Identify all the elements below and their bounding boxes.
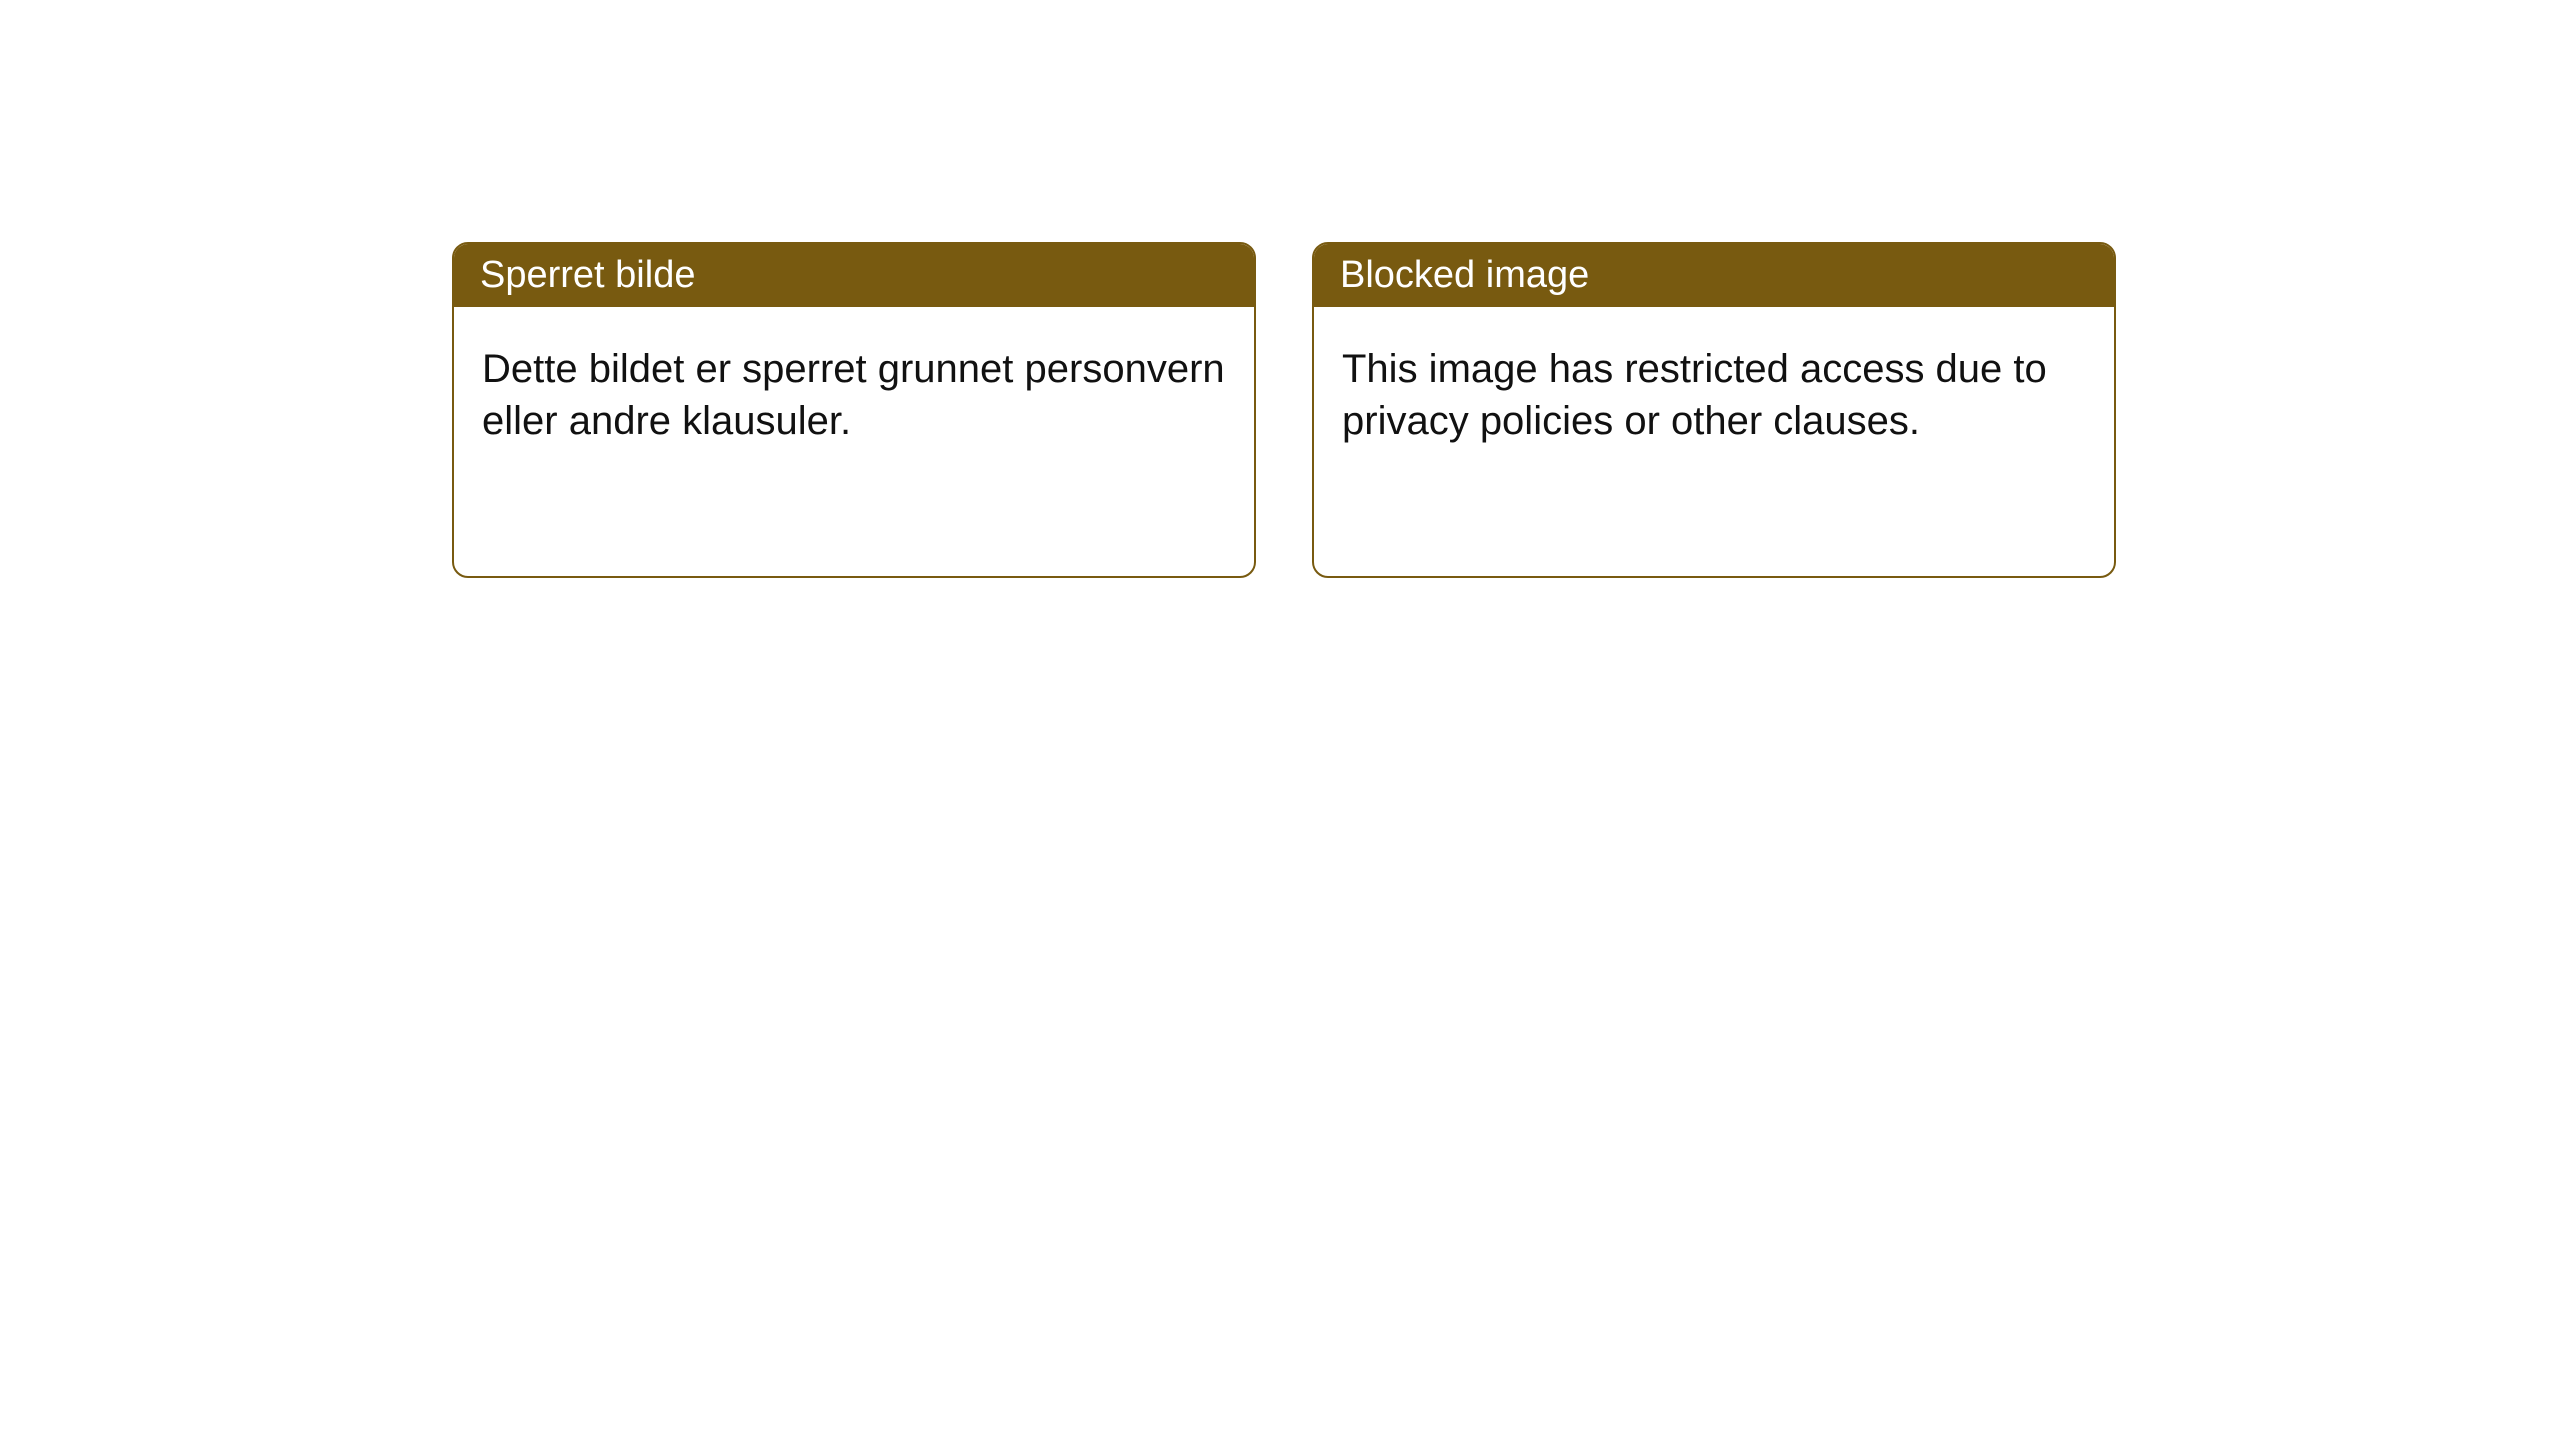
notice-body: Dette bildet er sperret grunnet personve… xyxy=(454,307,1254,483)
notice-header: Blocked image xyxy=(1314,244,2114,307)
notice-box-norwegian: Sperret bilde Dette bildet er sperret gr… xyxy=(452,242,1256,578)
notice-box-english: Blocked image This image has restricted … xyxy=(1312,242,2116,578)
notice-body: This image has restricted access due to … xyxy=(1314,307,2114,483)
notice-header: Sperret bilde xyxy=(454,244,1254,307)
notice-container: Sperret bilde Dette bildet er sperret gr… xyxy=(0,0,2560,578)
